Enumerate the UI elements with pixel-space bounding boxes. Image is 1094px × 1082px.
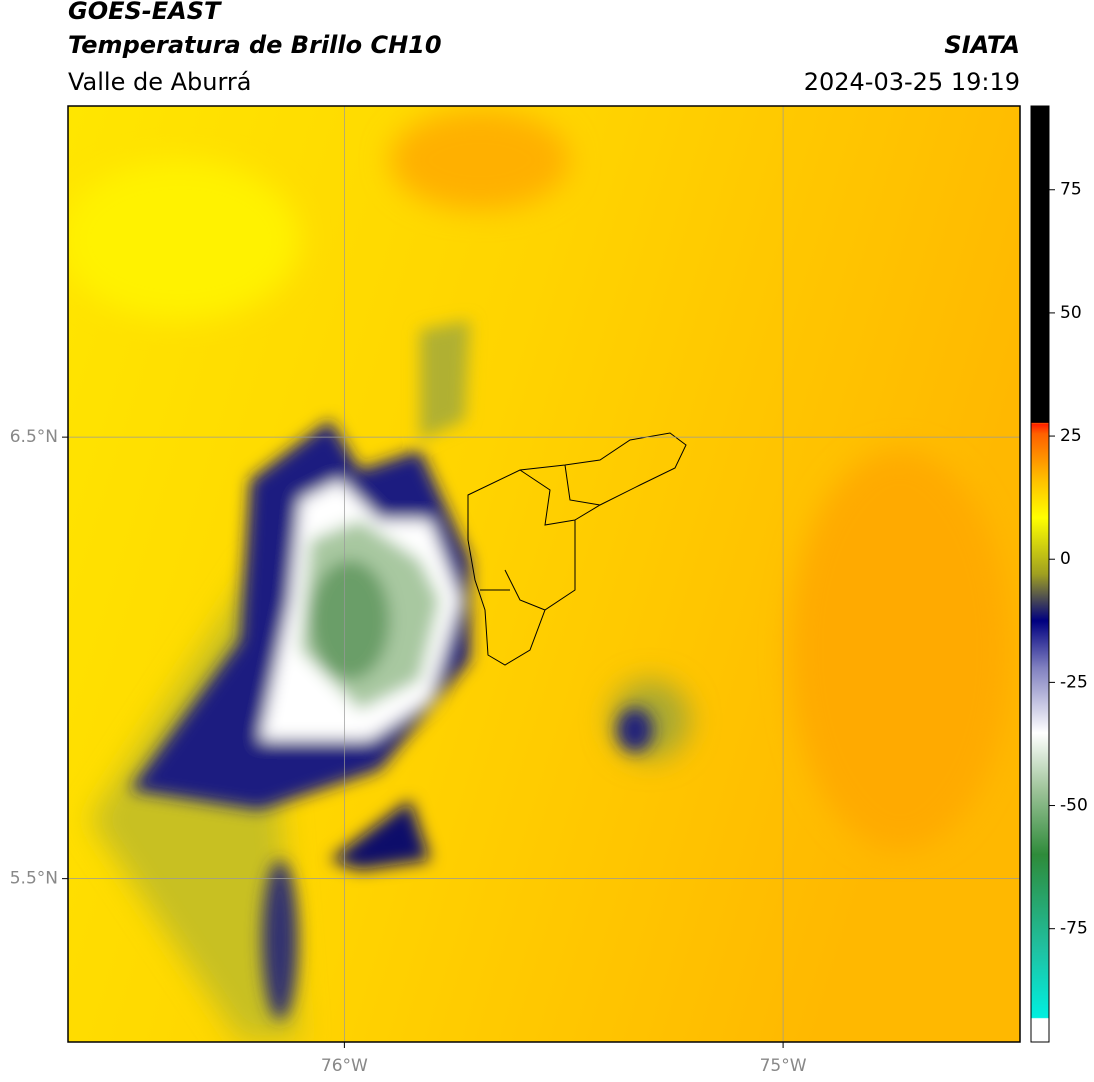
x-tick-label: 75°W xyxy=(760,1056,807,1076)
colorbar xyxy=(1030,105,1050,1043)
colorbar-tick-label: 50 xyxy=(1060,303,1082,323)
satellite: GOES-EAST xyxy=(68,0,222,25)
colorbar-tick-label: -75 xyxy=(1060,919,1088,939)
x-tick-label: 76°W xyxy=(321,1056,368,1076)
product: Temperatura de Brillo CH10 xyxy=(68,31,442,59)
satellite-image xyxy=(68,106,1020,1042)
y-tick-label: 6.5°N xyxy=(10,427,58,447)
municipal-boundaries xyxy=(467,432,687,666)
datetime: 2024-03-25 19:19 xyxy=(804,68,1020,96)
colorbar-tick-label: 25 xyxy=(1060,426,1082,446)
colorbar-tick-label: 0 xyxy=(1060,549,1071,569)
graticule xyxy=(68,106,1020,1042)
region: Valle de Aburrá xyxy=(68,68,252,96)
colorbar-tick-label: 75 xyxy=(1060,180,1082,200)
colorbar-tick-label: -50 xyxy=(1060,796,1088,816)
colorbar-tick-label: -25 xyxy=(1060,672,1088,692)
map-frame xyxy=(67,105,1021,1043)
organization: SIATA xyxy=(944,31,1020,59)
y-tick-label: 5.5°N xyxy=(10,869,58,889)
